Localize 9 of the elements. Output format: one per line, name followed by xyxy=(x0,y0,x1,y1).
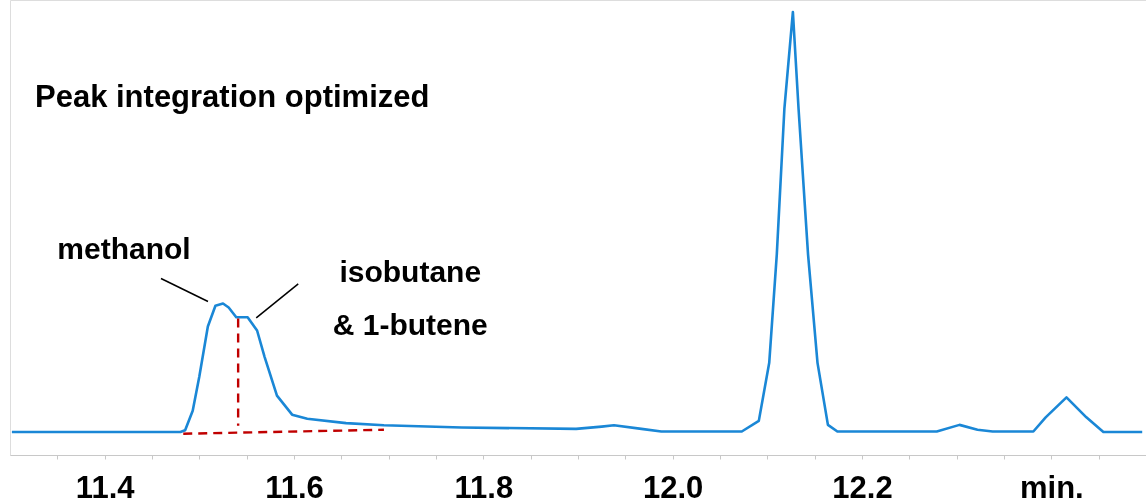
x-tick-label: 12.2 xyxy=(832,469,893,503)
x-tick-label: 11.4 xyxy=(75,469,136,503)
x-tick-label: 12.0 xyxy=(642,469,704,503)
text: Peak integration optimized xyxy=(35,79,430,114)
annotation: methanol xyxy=(57,232,191,266)
annotation: isobutane & 1-butene xyxy=(332,254,488,341)
x-tick-label: 11.8 xyxy=(454,469,514,503)
x-tick-label: min. xyxy=(1019,469,1084,503)
x-tick-label: 11.6 xyxy=(265,469,324,503)
